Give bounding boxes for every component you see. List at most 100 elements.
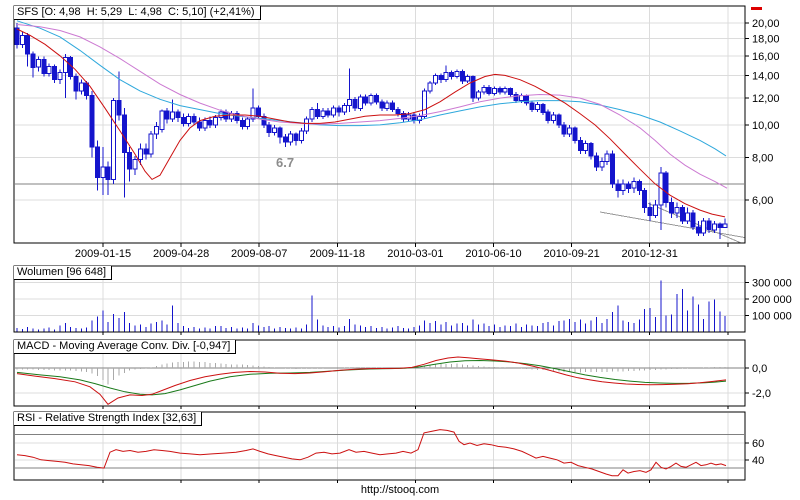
candle-body (320, 110, 326, 117)
candle-body (545, 111, 551, 121)
candle-body (652, 204, 658, 216)
candle-body (298, 130, 304, 141)
price-tick-label: 8,00 (752, 153, 773, 165)
candle-body (352, 98, 358, 109)
candle-body (341, 105, 347, 113)
candle-body (486, 87, 492, 94)
candle-body (384, 102, 390, 109)
candle-body (164, 110, 170, 120)
date-tick-label: 2010-12-31 (622, 248, 678, 260)
date-tick-label: 2009-11-18 (310, 248, 365, 260)
rsi-tick-label: 40 (752, 455, 764, 467)
candle-body (395, 109, 401, 115)
candle-body (191, 115, 197, 123)
price-panel-title: SFS [O: 4,98 H: 5,29 L: 4,98 C: 5,10] (+… (14, 6, 261, 20)
candle-body (261, 115, 267, 126)
candle-body (19, 34, 25, 45)
candle-body (642, 190, 648, 208)
candle-body (154, 125, 159, 135)
candle-body (304, 118, 310, 132)
candle-body (245, 118, 251, 127)
candle-body (159, 110, 165, 130)
candle-body (567, 127, 573, 135)
candle-body (46, 65, 52, 74)
candle-body (314, 109, 320, 117)
candle-body (105, 166, 111, 180)
candle-body (583, 143, 589, 151)
candle-body (438, 74, 444, 81)
date-tick-label: 2010-06-10 (465, 248, 521, 260)
candle-body (459, 70, 465, 82)
date-tick-label: 2009-04-28 (153, 248, 209, 260)
candle-body (52, 65, 58, 81)
rsi-line (16, 429, 727, 477)
candle-body (363, 96, 369, 104)
candle-body (175, 111, 181, 119)
volume-tick-label: 200 000 (752, 294, 792, 306)
macd-panel-title: MACD - Moving Average Conv. Div. [-0,947… (14, 340, 237, 354)
price-tick-label: 14,00 (752, 70, 780, 82)
candle-body (57, 71, 63, 81)
rsi-tick-label: 60 (752, 438, 764, 450)
candle-body (137, 148, 143, 161)
candle-body (282, 136, 288, 143)
candle-body (631, 181, 637, 189)
candle-body (331, 107, 336, 116)
candle-body (529, 102, 535, 111)
macd-line (16, 356, 727, 405)
candle-body (449, 71, 455, 78)
candle-body (30, 53, 36, 68)
candle-body (561, 124, 567, 135)
candle-body (288, 133, 294, 143)
volume-panel-title: Wolumen [96 648] (14, 266, 113, 280)
ma-slow-line (16, 20, 727, 157)
candle-body (492, 88, 497, 94)
candle-body (186, 115, 192, 124)
top-right-marker (751, 7, 762, 10)
date-tick-label: 2009-01-15 (75, 248, 131, 260)
candle-body (293, 133, 299, 141)
candle-body (170, 111, 176, 120)
candle-body (309, 109, 315, 120)
candle-body (599, 160, 605, 168)
date-tick-label: 2010-03-01 (387, 248, 443, 260)
price-plot (14, 20, 745, 243)
ma-medium-line (16, 24, 728, 189)
candle-body (701, 220, 707, 234)
candle-body (390, 102, 396, 111)
candle-body (213, 117, 218, 126)
date-tick-label: 2010-09-21 (543, 248, 599, 260)
candle-body (593, 155, 599, 168)
candle-body (84, 82, 90, 97)
price-tick-label: 18,00 (752, 33, 780, 45)
candle-body (127, 151, 133, 170)
candle-body (266, 124, 272, 133)
candle-body (610, 153, 615, 185)
candle-body (588, 143, 594, 157)
candle-body (433, 74, 438, 84)
candle-body (218, 111, 224, 119)
candle-body (89, 95, 95, 148)
candle-body (180, 117, 186, 124)
candle-body (465, 76, 471, 82)
candle-body (685, 212, 691, 222)
candle-body (470, 76, 476, 99)
candle-body (556, 114, 562, 126)
price-tick-label: 20,00 (752, 18, 780, 30)
candle-body (706, 220, 712, 231)
candle-body (717, 223, 723, 228)
candle-body (422, 90, 428, 117)
candle-body (620, 183, 626, 192)
candle-body (577, 139, 583, 151)
candle-body (272, 127, 277, 134)
macd-tick-label: -2,0 (752, 388, 771, 400)
candle-body (626, 183, 632, 189)
candle-body (36, 59, 41, 68)
price-tick-label: 16,00 (752, 51, 780, 63)
volume-tick-label: 300 000 (752, 277, 792, 289)
price-tick-label: 6,00 (752, 195, 773, 207)
candle-body (540, 103, 546, 113)
candle-body (250, 107, 256, 120)
candle-body (712, 223, 717, 231)
candle-body (347, 98, 353, 107)
